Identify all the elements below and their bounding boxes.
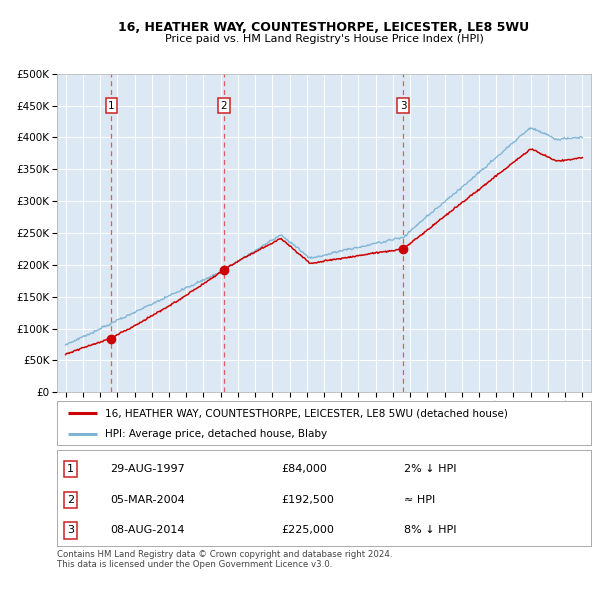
Text: 3: 3: [67, 526, 74, 536]
Text: 8% ↓ HPI: 8% ↓ HPI: [404, 526, 457, 536]
Text: £225,000: £225,000: [281, 526, 334, 536]
Text: 2% ↓ HPI: 2% ↓ HPI: [404, 464, 457, 474]
Text: 16, HEATHER WAY, COUNTESTHORPE, LEICESTER, LE8 5WU: 16, HEATHER WAY, COUNTESTHORPE, LEICESTE…: [118, 21, 530, 34]
Text: 05-MAR-2004: 05-MAR-2004: [110, 495, 185, 505]
Text: 16, HEATHER WAY, COUNTESTHORPE, LEICESTER, LE8 5WU (detached house): 16, HEATHER WAY, COUNTESTHORPE, LEICESTE…: [105, 408, 508, 418]
Text: Price paid vs. HM Land Registry's House Price Index (HPI): Price paid vs. HM Land Registry's House …: [164, 34, 484, 44]
Text: 1: 1: [67, 464, 74, 474]
Text: 3: 3: [400, 101, 407, 110]
Text: 2: 2: [220, 101, 227, 110]
Text: £84,000: £84,000: [281, 464, 327, 474]
Text: 08-AUG-2014: 08-AUG-2014: [110, 526, 185, 536]
Text: £192,500: £192,500: [281, 495, 334, 505]
Text: HPI: Average price, detached house, Blaby: HPI: Average price, detached house, Blab…: [105, 428, 327, 438]
Text: 29-AUG-1997: 29-AUG-1997: [110, 464, 185, 474]
Text: Contains HM Land Registry data © Crown copyright and database right 2024.
This d: Contains HM Land Registry data © Crown c…: [57, 550, 392, 569]
Text: 1: 1: [108, 101, 115, 110]
Text: 2: 2: [67, 495, 74, 505]
Text: ≈ HPI: ≈ HPI: [404, 495, 436, 505]
